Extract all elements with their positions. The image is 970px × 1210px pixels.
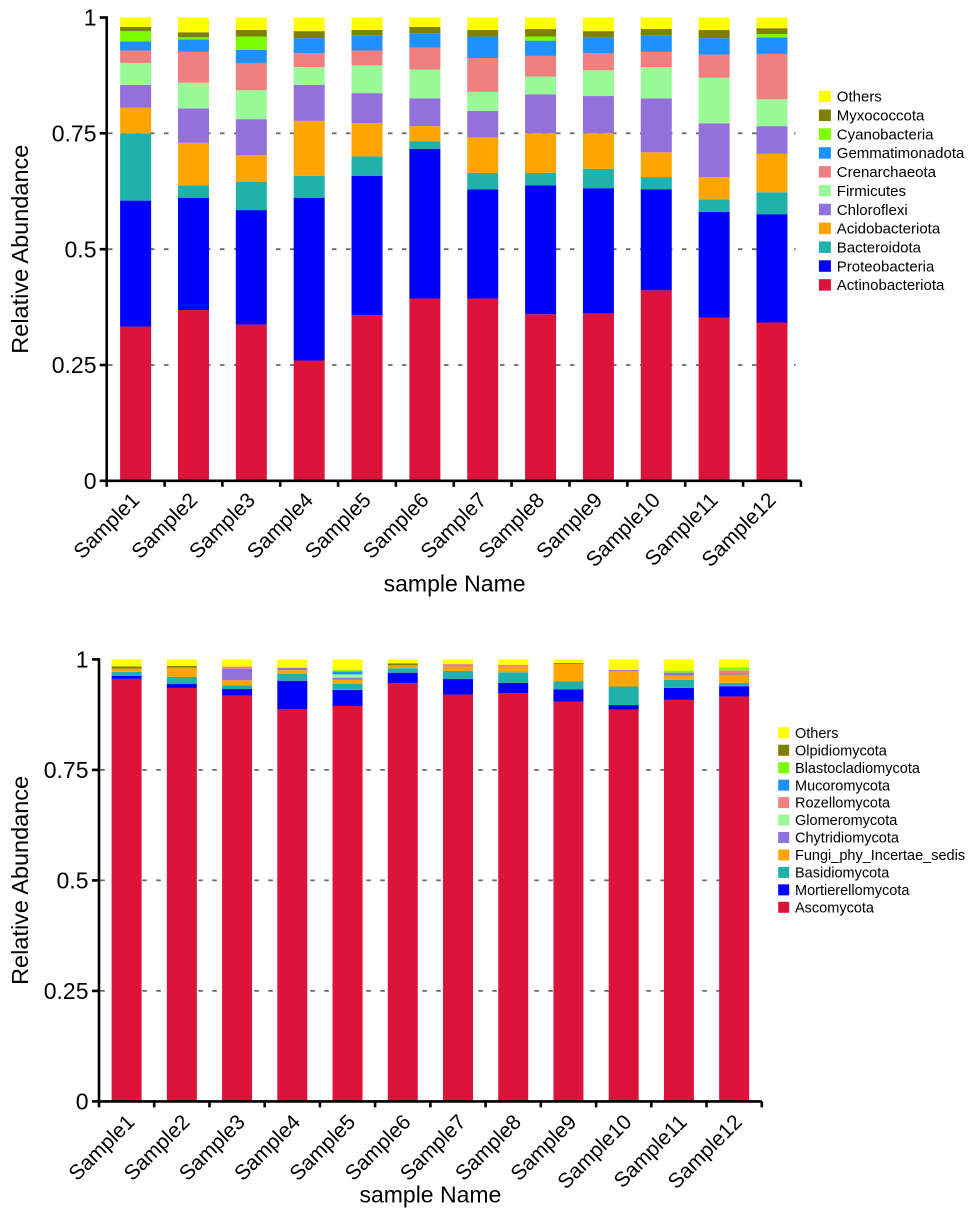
svg-text:Crenarchaeota: Crenarchaeota (837, 164, 937, 181)
svg-text:0.5: 0.5 (65, 236, 97, 262)
svg-text:Mucoromycota: Mucoromycota (795, 778, 891, 794)
svg-text:1: 1 (84, 5, 97, 31)
svg-text:Cyanobacteria: Cyanobacteria (837, 126, 934, 143)
svg-text:Olpidiomycota: Olpidiomycota (795, 743, 888, 759)
svg-text:1: 1 (76, 647, 89, 673)
svg-text:0: 0 (76, 1089, 89, 1115)
svg-text:Proteobacteria: Proteobacteria (837, 258, 935, 275)
svg-text:Relative Abundance: Relative Abundance (7, 145, 33, 354)
svg-text:0.75: 0.75 (44, 757, 89, 783)
svg-text:0: 0 (84, 468, 97, 494)
svg-text:Chytridiomycota: Chytridiomycota (795, 831, 900, 847)
svg-text:Glomeromycota: Glomeromycota (795, 813, 898, 829)
svg-text:Others: Others (837, 89, 882, 106)
svg-text:sample Name: sample Name (384, 571, 526, 597)
svg-text:Fungi_phy_Incertae_sedis: Fungi_phy_Incertae_sedis (795, 848, 965, 864)
svg-text:Acidobacteriota: Acidobacteriota (837, 221, 941, 238)
svg-text:Chloroflexi: Chloroflexi (837, 202, 908, 219)
svg-text:Firmicutes: Firmicutes (837, 183, 906, 200)
svg-text:sample Name: sample Name (359, 1182, 501, 1208)
svg-text:Others: Others (795, 726, 839, 742)
svg-text:0.25: 0.25 (52, 352, 97, 378)
svg-text:Gemmatimonadota: Gemmatimonadota (837, 145, 965, 162)
svg-text:Mortierellomycota: Mortierellomycota (795, 883, 910, 899)
svg-text:Myxococcota: Myxococcota (837, 108, 925, 125)
svg-text:0.25: 0.25 (44, 978, 89, 1004)
svg-text:Relative Abundance: Relative Abundance (7, 776, 33, 985)
svg-text:Rozellomycota: Rozellomycota (795, 796, 891, 812)
svg-text:Actinobacteriota: Actinobacteriota (837, 277, 945, 294)
svg-text:Basidiomycota: Basidiomycota (795, 866, 890, 882)
svg-text:Blastocladiomycota: Blastocladiomycota (795, 761, 921, 777)
svg-text:0.75: 0.75 (52, 121, 97, 147)
svg-text:0.5: 0.5 (57, 868, 89, 894)
svg-text:Bacteroidota: Bacteroidota (837, 239, 922, 256)
svg-text:Ascomycota: Ascomycota (795, 900, 875, 916)
